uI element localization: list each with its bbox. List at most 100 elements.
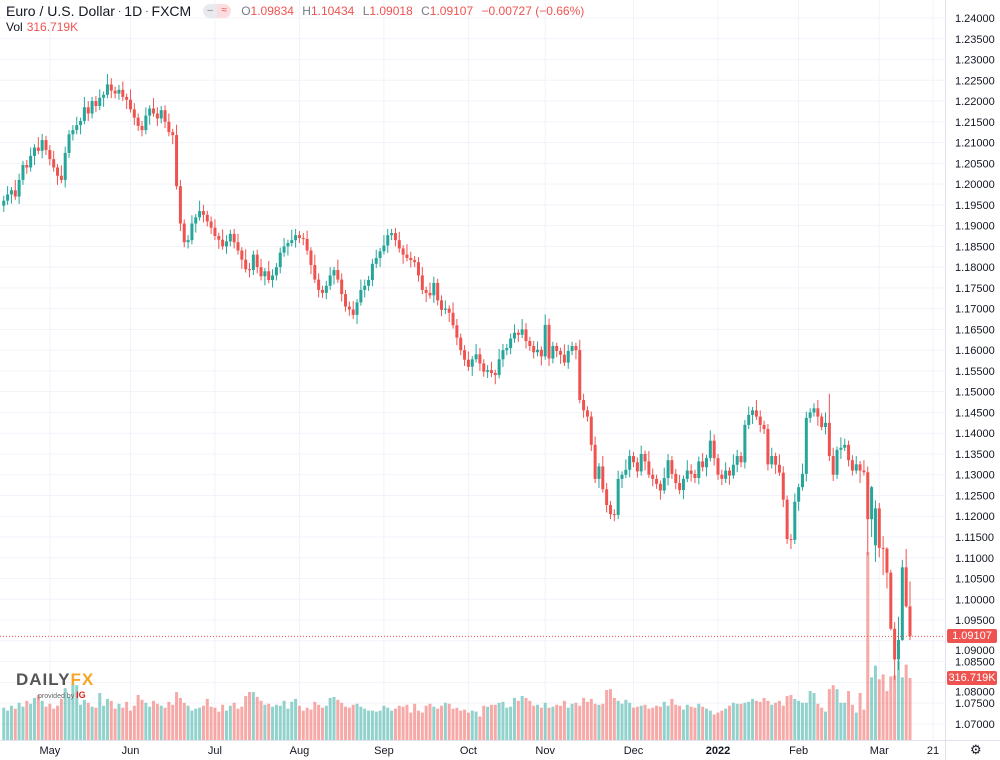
- price-axis[interactable]: 1.24000 1.23500 1.23000 1.22500 1.22000 1.215…: [955, 13, 995, 731]
- candle-body: [244, 259, 248, 270]
- minus-icon[interactable]: ‒: [203, 4, 218, 18]
- volume-bar: [21, 706, 25, 740]
- volume-bar: [486, 706, 490, 740]
- candle-body: [228, 233, 232, 242]
- volume-bar: [743, 702, 747, 740]
- candle-body: [113, 90, 117, 94]
- low-label: L: [362, 4, 370, 18]
- gear-icon[interactable]: ⚙: [970, 742, 982, 757]
- x-tick-label: 21: [927, 745, 939, 757]
- volume-bar: [858, 693, 862, 740]
- volume-bar: [109, 700, 113, 740]
- volume-bar: [635, 706, 639, 740]
- volume-bar: [313, 701, 317, 740]
- volume-bar: [900, 677, 904, 740]
- candle-body: [559, 350, 563, 355]
- candle-body: [98, 97, 102, 107]
- y-tick-label: 1.15500: [955, 366, 995, 378]
- volume-bar: [363, 708, 367, 740]
- candle-body: [505, 348, 509, 351]
- volume-bar: [71, 684, 75, 740]
- volume-bar: [708, 710, 712, 740]
- volume-bar: [90, 706, 94, 740]
- candle-body: [839, 447, 843, 450]
- volume-bar: [674, 704, 678, 740]
- volume-bar: [559, 705, 563, 740]
- dailyfx-logo: DAILYFX provided by IG: [16, 670, 94, 700]
- candle-body: [286, 243, 290, 247]
- volume-bar: [409, 712, 413, 740]
- candle-body: [632, 456, 636, 463]
- candle-body: [255, 254, 259, 268]
- candle-body: [420, 275, 424, 290]
- volume-bar: [516, 700, 520, 740]
- candle-body: [536, 349, 540, 353]
- volume-bar: [800, 702, 804, 740]
- volume-bar: [589, 698, 593, 740]
- volume-bar: [378, 710, 382, 740]
- volume-bar: [862, 709, 866, 740]
- volume-bar: [628, 702, 632, 740]
- candle-body: [685, 470, 689, 479]
- volume-bar: [2, 707, 6, 740]
- candle-body: [136, 117, 140, 126]
- volume-bar: [278, 705, 282, 740]
- volume-bar: [482, 705, 486, 740]
- candle-body: [217, 235, 221, 240]
- y-tick-label: 1.20000: [955, 179, 995, 191]
- legend-toggle[interactable]: ‒ ≈: [203, 4, 232, 18]
- y-tick-label: 1.11500: [955, 532, 994, 544]
- candle-body: [374, 257, 378, 264]
- candle-body: [904, 567, 908, 607]
- volume-bar: [873, 665, 877, 740]
- volume-bar: [344, 706, 348, 740]
- volume-bar: [704, 708, 708, 740]
- candle-body: [224, 241, 228, 247]
- volume-bar: [885, 691, 889, 740]
- symbol-name[interactable]: Euro / U.S. Dollar: [6, 3, 115, 19]
- volume-bar: [75, 685, 79, 740]
- candle-body: [651, 474, 655, 479]
- candle-body: [681, 478, 685, 491]
- volume-bar: [159, 705, 163, 740]
- candle-body: [25, 164, 29, 168]
- volume-bar: [171, 704, 175, 740]
- volume-bar: [140, 699, 144, 740]
- candle-body: [290, 240, 294, 244]
- candle-body: [409, 257, 413, 261]
- candle-body: [209, 221, 213, 228]
- separator: ·: [145, 5, 149, 17]
- approx-icon[interactable]: ≈: [217, 4, 232, 18]
- candle-body: [728, 470, 732, 476]
- candle-body: [201, 211, 205, 215]
- candle-body: [336, 270, 340, 280]
- candle-body: [678, 483, 682, 491]
- time-axis[interactable]: May Jun Jul Aug Sep Oct Nov Dec 2022 Feb Mar 21: [39, 745, 939, 757]
- volume-bar: [843, 702, 847, 740]
- x-tick-label: Oct: [460, 745, 477, 757]
- volume-bar: [282, 700, 286, 740]
- candle-body: [44, 140, 48, 151]
- candle-body: [309, 250, 313, 266]
- volume-bar: [824, 711, 828, 740]
- candle-body: [512, 332, 516, 339]
- volume-bar: [789, 694, 793, 740]
- candle-body: [248, 269, 252, 271]
- volume-bar: [40, 700, 44, 740]
- volume-bar: [105, 698, 109, 740]
- candle-body: [731, 464, 735, 476]
- candle-body: [259, 267, 263, 277]
- candle-body: [267, 271, 271, 280]
- volume-bar: [25, 700, 29, 740]
- candle-body: [720, 474, 724, 479]
- y-tick-label: 1.24000: [955, 13, 995, 25]
- x-tick-label: Nov: [535, 745, 555, 757]
- candle-body: [704, 458, 708, 468]
- volume-bar: [32, 697, 36, 740]
- interval[interactable]: 1D: [124, 3, 143, 19]
- candle-body: [178, 186, 182, 224]
- candle-body: [125, 96, 129, 100]
- x-tick-label: Jun: [122, 745, 140, 757]
- candle-body: [593, 444, 597, 479]
